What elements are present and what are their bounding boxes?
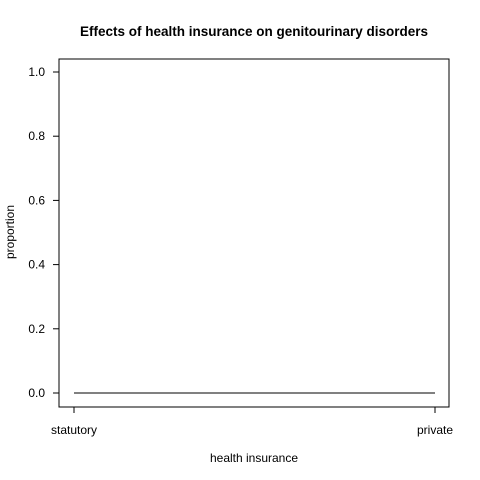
y-axis: 0.0 0.2 0.4 0.6 0.8 1.0: [28, 65, 59, 400]
y-axis-label: proportion: [3, 205, 17, 259]
chart-title: Effects of health insurance on genitouri…: [80, 24, 428, 39]
y-tick-label: 0.6: [28, 193, 45, 207]
x-tick-label: statutory: [51, 423, 97, 437]
x-axis: statutory private: [51, 407, 453, 437]
y-tick-label: 1.0: [28, 65, 45, 79]
plot-frame: [58, 58, 450, 408]
y-tick-label: 0.0: [28, 386, 45, 400]
x-axis-label: health insurance: [210, 451, 298, 465]
y-tick-label: 0.8: [28, 129, 45, 143]
y-tick-label: 0.4: [28, 258, 45, 272]
x-tick-label: private: [417, 423, 453, 437]
y-tick-label: 0.2: [28, 322, 45, 336]
